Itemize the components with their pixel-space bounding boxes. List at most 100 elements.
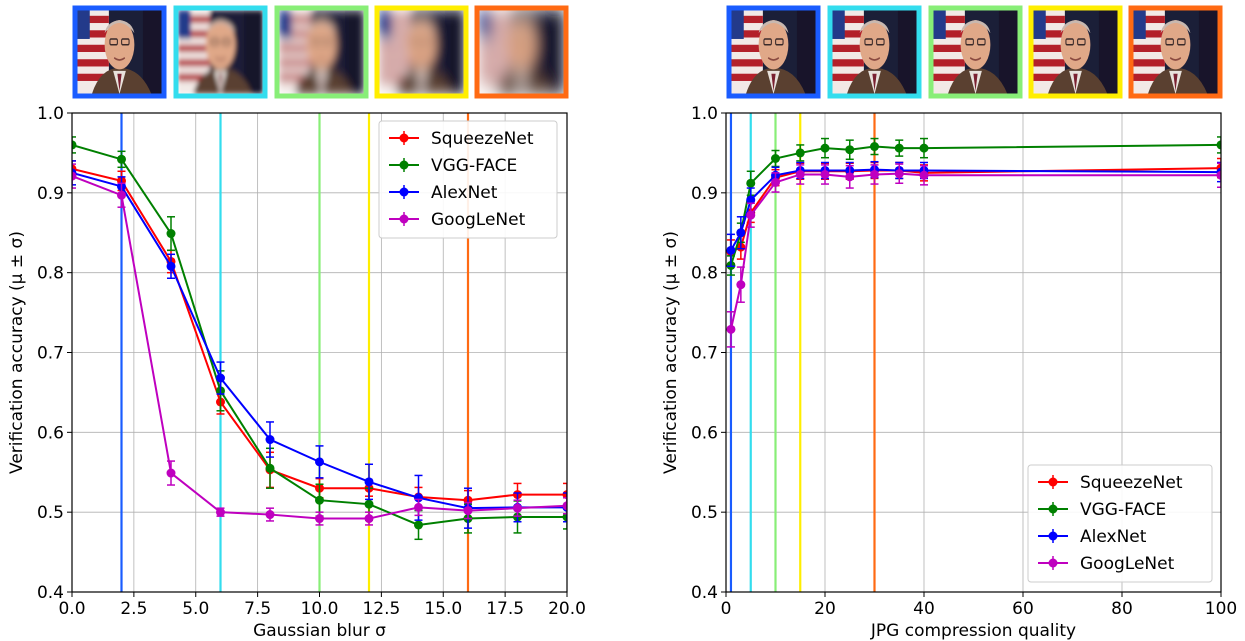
data-point	[216, 507, 225, 517]
legend-swatch-marker	[399, 160, 409, 170]
y-tick-label: 1.0	[37, 104, 64, 124]
series-line	[730, 167, 1221, 253]
legend-item: AlexNet	[1038, 527, 1147, 547]
data-point	[265, 510, 275, 520]
thumbnail-frame	[726, 5, 821, 99]
thumbnail-frame	[1128, 5, 1223, 99]
data-point	[820, 169, 830, 179]
thumbnail-image	[374, 5, 469, 99]
legend-item: GoogLeNet	[1038, 554, 1175, 574]
data-point	[117, 190, 126, 200]
legend-swatch-marker	[1048, 531, 1058, 541]
error-bar	[1217, 161, 1221, 183]
data-point	[562, 512, 567, 522]
legend-label: VGG-FACE	[431, 156, 517, 176]
data-point	[771, 154, 780, 164]
x-tick-label: 12.5	[362, 599, 400, 619]
blur-panel: 0.0 2.5 5.0 7.5 10.0 12.5 15.0 17.5 20.0 0.4 0.5 0.…	[7, 5, 586, 641]
x-tick-label: 7.5	[244, 599, 271, 619]
series-line	[730, 168, 1221, 251]
y-tick-label: 0.6	[691, 423, 718, 443]
x-tick-label: 100	[1205, 599, 1237, 619]
y-tick-label: 0.4	[37, 583, 64, 603]
legend-label: SqueezeNet	[431, 129, 534, 149]
error-bar	[1217, 162, 1221, 188]
x-axis-label: JPG compression quality	[870, 621, 1076, 641]
x-tick-label: 10.0	[301, 599, 339, 619]
thumbnail-image	[827, 5, 922, 99]
legend-swatch-marker	[1048, 558, 1058, 568]
legend-swatch-marker	[399, 187, 409, 197]
error-bar	[72, 163, 76, 189]
x-tick-label: 0.0	[58, 599, 85, 619]
x-tick-label: 60	[1012, 599, 1034, 619]
face-image	[1033, 10, 1118, 94]
thumbnail-frame	[72, 5, 167, 99]
data-point	[166, 261, 176, 271]
x-tick-label: 2.5	[120, 599, 147, 619]
data-point	[166, 468, 176, 478]
legend-item: GoogLeNet	[389, 210, 526, 230]
legend-label: SqueezeNet	[1080, 473, 1183, 493]
data-point	[894, 169, 904, 179]
series-line	[729, 172, 1221, 330]
legend-swatch-marker	[399, 133, 409, 143]
data-point	[746, 178, 756, 188]
y-tick-label: 0.7	[691, 344, 718, 364]
series	[72, 136, 567, 541]
x-axis-label: Gaussian blur σ	[253, 621, 386, 641]
legend-item: VGG-FACE	[389, 156, 517, 176]
y-tick-label: 1.0	[691, 104, 718, 124]
data-point	[265, 463, 275, 473]
y-tick-label: 0.9	[691, 184, 718, 204]
x-tick-label: 20.0	[548, 599, 586, 619]
face-image	[933, 10, 1018, 94]
y-tick-label: 0.6	[37, 423, 64, 443]
legend-label: AlexNet	[1080, 527, 1147, 547]
data-point	[414, 502, 423, 512]
data-point	[736, 228, 746, 238]
data-point	[315, 514, 324, 524]
legend-box	[378, 120, 558, 239]
data-point	[870, 169, 879, 179]
data-point	[414, 520, 423, 530]
thumbnail-image	[928, 5, 1023, 99]
legend-swatch-marker	[1048, 504, 1058, 514]
y-axis-label: Verification accuracy (μ ± σ)	[7, 231, 27, 474]
data-point	[216, 373, 225, 383]
y-tick-label: 0.5	[37, 503, 64, 523]
error-bar	[72, 136, 76, 154]
legend-label: AlexNet	[431, 183, 498, 203]
thumbnail-frame	[827, 5, 922, 99]
y-tick-label: 0.9	[37, 184, 64, 204]
y-axis-label: Verification accuracy (μ ± σ)	[661, 231, 681, 474]
thumbnail-image	[474, 5, 569, 99]
face-image	[178, 10, 263, 94]
legend-label: VGG-FACE	[1080, 500, 1166, 520]
thumbnail-image	[72, 5, 167, 99]
face-image	[279, 10, 364, 94]
x-tick-label: 80	[1111, 599, 1133, 619]
legend-item: SqueezeNet	[389, 129, 534, 149]
data-point	[771, 177, 780, 187]
legend-box	[1027, 464, 1213, 583]
face-image	[479, 10, 564, 94]
data-point	[513, 503, 522, 513]
legend-item: AlexNet	[389, 183, 498, 203]
data-point	[746, 210, 756, 220]
legend-item: SqueezeNet	[1038, 473, 1183, 493]
data-point	[72, 140, 77, 150]
x-tick-label: 40	[913, 599, 935, 619]
legend: SqueezeNet VGG-FACE AlexNet GoogLeNet	[378, 120, 558, 239]
thumbnail-frame	[173, 5, 268, 99]
legend-label: GoogLeNet	[1080, 554, 1175, 574]
data-point	[919, 143, 929, 153]
data-point	[795, 169, 805, 179]
data-point	[746, 195, 756, 205]
data-point	[117, 154, 126, 164]
thumbnail-image	[173, 5, 268, 99]
y-tick-label: 0.4	[691, 583, 718, 603]
data-point	[894, 143, 904, 153]
error-bar	[563, 497, 567, 515]
